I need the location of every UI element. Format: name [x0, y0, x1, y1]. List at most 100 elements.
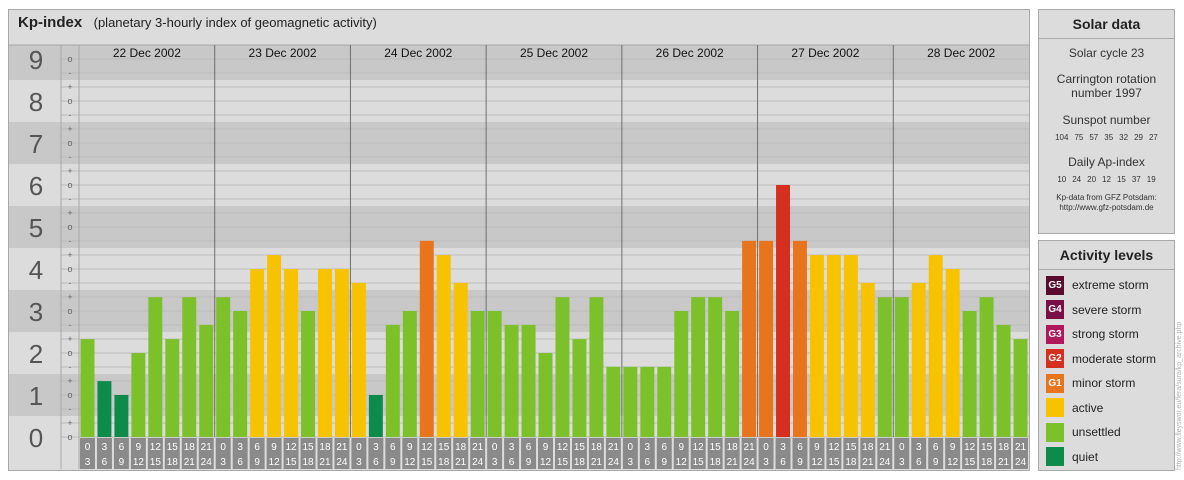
y-minor-tick: +: [67, 334, 72, 344]
kp-bar: [97, 381, 112, 437]
hour-label-cell: [385, 438, 401, 469]
legend-item: G4 severe storm: [1046, 300, 1141, 320]
hour-label-cell: [283, 438, 299, 469]
sunspot-values: 104 75 57 35 32 29 27: [1039, 133, 1174, 142]
hour-label-end: 21: [862, 457, 874, 468]
day-label: 27 Dec 2002: [791, 46, 859, 60]
hour-label-start: 21: [472, 442, 484, 453]
legend-swatch: G2: [1046, 349, 1064, 368]
hour-label-start: 18: [455, 442, 467, 453]
hour-label-start: 21: [1015, 442, 1027, 453]
day-label: 26 Dec 2002: [656, 46, 724, 60]
hour-label-cell: [300, 438, 316, 469]
kp-bar: [674, 311, 689, 437]
hour-label-end: 18: [981, 457, 993, 468]
kp-bar: [606, 366, 621, 437]
hour-label-cell: [588, 438, 604, 469]
kp-bar: [402, 311, 417, 437]
sunspot-value: 104: [1055, 133, 1069, 142]
y-minor-tick: o: [67, 306, 72, 316]
hour-label-start: 12: [557, 442, 569, 453]
y-minor-tick: +: [67, 418, 72, 428]
legend-swatch: [1046, 447, 1064, 466]
hour-label-end: 6: [916, 457, 922, 468]
y-minor-tick: +: [67, 82, 72, 92]
hour-label-start: 3: [509, 442, 515, 453]
legend-swatch: G5: [1046, 275, 1064, 295]
kp-bar: [776, 185, 790, 437]
y-minor-tick: +: [67, 124, 72, 134]
hour-label-start: 0: [628, 442, 634, 453]
sunspot-value: 27: [1148, 133, 1158, 142]
kp-bar: [742, 240, 757, 437]
hour-label-start: 3: [780, 442, 786, 453]
hour-label-end: 21: [727, 457, 739, 468]
sunspot-value: 75: [1074, 133, 1084, 142]
kp-bar: [131, 353, 146, 437]
y-tick-label: 2: [29, 339, 43, 369]
kp-bar: [80, 339, 95, 437]
y-tick-label: 3: [29, 297, 43, 327]
y-minor-tick: o: [67, 222, 72, 232]
hour-label-start: 18: [184, 442, 196, 453]
y-minor-tick: +: [67, 208, 72, 218]
hour-label-start: 3: [237, 442, 243, 453]
kp-bar: [759, 240, 774, 437]
hour-label-cell: [215, 438, 231, 469]
y-minor-tick: +: [67, 250, 72, 260]
hour-label-start: 6: [526, 442, 532, 453]
y-minor-tick: -: [69, 194, 72, 204]
legend-label: severe storm: [1072, 302, 1142, 317]
hour-label-end: 21: [184, 457, 196, 468]
y-minor-tick: +: [67, 292, 72, 302]
hour-label-cell: [130, 438, 146, 469]
legend-label: active: [1072, 400, 1104, 415]
hour-label-start: 12: [421, 442, 433, 453]
hour-label-cell: [724, 438, 740, 469]
legend-swatch: G1: [1046, 373, 1064, 393]
hour-label-end: 12: [811, 457, 823, 468]
y-minor-tick: o: [67, 390, 72, 400]
hour-label-start: 0: [492, 442, 498, 453]
kp-bar: [945, 269, 960, 437]
kp-bar: [351, 282, 366, 437]
y-minor-tick: o: [67, 348, 72, 358]
y-minor-tick: -: [69, 320, 72, 330]
legend-item: G2 moderate storm: [1046, 349, 1156, 369]
hour-label-end: 24: [879, 457, 891, 468]
kp-bar: [114, 395, 129, 437]
ap-value: 12: [1102, 175, 1111, 184]
hour-label-end: 9: [797, 457, 803, 468]
hour-label-start: 9: [814, 442, 820, 453]
hour-label-end: 15: [421, 457, 433, 468]
hour-label-end: 9: [254, 457, 260, 468]
hour-label-start: 12: [828, 442, 840, 453]
sunspot-value: 57: [1089, 133, 1099, 142]
kp-bar: [640, 366, 655, 437]
y-minor-tick: -: [69, 236, 72, 246]
hour-label-start: 12: [964, 442, 976, 453]
kp-bar: [334, 269, 349, 437]
kp-bar: [826, 255, 841, 437]
hour-label-start: 12: [693, 442, 705, 453]
hour-label-cell: [351, 438, 367, 469]
hour-label-end: 15: [285, 457, 297, 468]
chart-subtitle: (planetary 3-hourly index of geomagnetic…: [93, 15, 377, 30]
carrington-line1: Carrington rotation: [1056, 72, 1157, 86]
hour-label-start: 6: [254, 442, 260, 453]
hour-label-cell: [249, 438, 265, 469]
hour-label-cell: [979, 438, 995, 469]
hour-label-start: 21: [608, 442, 620, 453]
hour-label-cell: [809, 438, 825, 469]
kp-index-panel: Kp-index (planetary 3-hourly index of ge…: [8, 9, 1030, 471]
kp-bar: [843, 255, 858, 437]
hour-label-cell: [555, 438, 570, 469]
hour-label-start: 6: [390, 442, 396, 453]
hour-label-cell: [843, 438, 859, 469]
side-watermark: http://www.fleyswor.eu/fera/sura/kp_arch…: [1176, 321, 1183, 470]
hour-label-cell: [198, 438, 214, 469]
hour-label-start: 15: [574, 442, 586, 453]
hour-label-cell: [877, 438, 893, 469]
legend-swatch: [1046, 398, 1064, 417]
y-minor-tick: -: [69, 110, 72, 120]
